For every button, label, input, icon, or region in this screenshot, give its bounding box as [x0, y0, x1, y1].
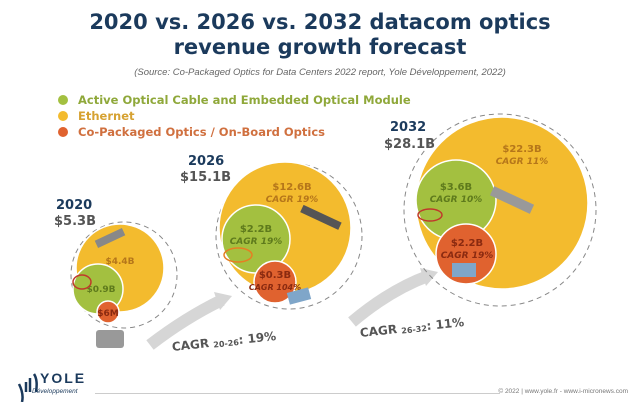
value-label-2032-2: $2.2B	[451, 238, 483, 249]
transceiver-icon	[300, 204, 342, 230]
year-boundary-2020	[70, 221, 178, 329]
bubble-2032-2	[435, 223, 497, 285]
chart-title-line1: 2020 vs. 2026 vs. 2032 datacom optics	[89, 10, 551, 34]
transceiver-icon	[489, 186, 535, 214]
legend-label: Active Optical Cable and Embedded Optica…	[78, 93, 411, 107]
copyright: © 2022 | www.yole.fr - www.i-micronews.c…	[498, 388, 628, 395]
legend-dot	[58, 127, 68, 137]
value-label-2020-0: $4.4B	[105, 257, 134, 267]
logo-sub: Développement	[32, 388, 78, 395]
cable-icon	[417, 208, 443, 222]
legend-item-cpo: Co-Packaged Optics / On-Board Optics	[58, 124, 411, 140]
legend-item-ethernet: Ethernet	[58, 108, 411, 124]
chip-icon	[452, 263, 476, 277]
total-2026: $15.1B	[180, 170, 232, 185]
cable-icon	[223, 247, 253, 263]
value-label-2026-0: $12.6B	[272, 182, 311, 193]
chip-icon	[96, 330, 124, 348]
value-label-2026-2: $0.3B	[259, 270, 291, 281]
cagr-label-2026-0: CAGR 19%	[266, 195, 319, 205]
cagr-label-2026-2: CAGR 104%	[249, 283, 301, 292]
logo-mark-icon	[17, 373, 38, 402]
legend-item-aoc: Active Optical Cable and Embedded Optica…	[58, 92, 411, 108]
legend-label: Ethernet	[78, 109, 135, 123]
year-label-2026: 2026	[188, 154, 225, 169]
value-label-2026-1: $2.2B	[240, 224, 272, 235]
chart-title-line2: revenue growth forecast	[173, 35, 467, 59]
cagr-label-2032-1: CAGR 10%	[430, 195, 483, 205]
year-label-2032: 2032	[390, 120, 427, 135]
growth-arrow	[348, 270, 431, 327]
logo-name: YOLE	[40, 370, 87, 386]
cagr-label-2026-1: CAGR 19%	[230, 237, 283, 247]
legend-dot	[58, 95, 68, 105]
legend: Active Optical Cable and Embedded Optica…	[58, 92, 411, 140]
cagr-label-2032-2: CAGR 19%	[441, 251, 494, 261]
arrow-head	[214, 292, 232, 310]
total-2032: $28.1B	[384, 137, 436, 152]
value-label-2032-1: $3.6B	[440, 182, 472, 193]
legend-label: Co-Packaged Optics / On-Board Optics	[78, 125, 325, 139]
year-label-2020: 2020	[56, 198, 93, 213]
value-label-2020-1: $0.9B	[86, 285, 115, 295]
value-label-2020-2: $6M	[97, 309, 119, 319]
bubble-2020-2	[96, 300, 120, 324]
growth-arrow	[146, 294, 225, 350]
year-boundary-2032	[403, 113, 597, 307]
cable-icon	[72, 274, 92, 290]
chip-icon	[286, 287, 312, 305]
footer-divider	[95, 393, 500, 394]
value-label-2032-0: $22.3B	[502, 144, 541, 155]
bubble-2026-2	[253, 260, 297, 304]
transceiver-icon	[94, 228, 126, 248]
cagr-label-2032-0: CAGR 11%	[496, 157, 549, 167]
arrow-head	[420, 268, 438, 286]
legend-dot	[58, 111, 68, 121]
total-2020: $5.3B	[54, 214, 96, 229]
source-note: (Source: Co-Packaged Optics for Data Cen…	[134, 67, 506, 78]
